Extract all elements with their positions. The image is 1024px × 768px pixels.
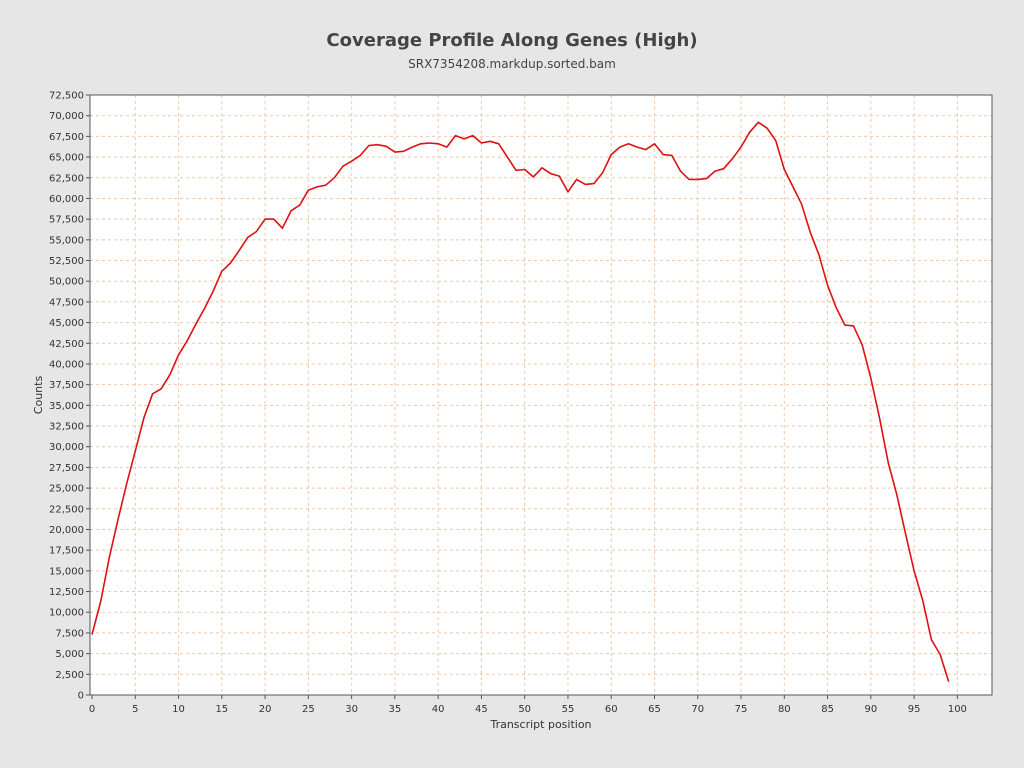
x-tick-label: 65	[648, 704, 661, 715]
series-layer	[91, 121, 950, 683]
y-tick-label: 45,000	[49, 318, 84, 329]
x-tick-label: 45	[475, 704, 488, 715]
x-tick-label: 85	[821, 704, 834, 715]
y-tick-label: 40,000	[49, 359, 84, 370]
x-tick-label: 10	[172, 704, 185, 715]
x-tick-label: 70	[691, 704, 704, 715]
y-tick-label: 70,000	[49, 111, 84, 122]
x-tick-label: 30	[345, 704, 358, 715]
y-tick-label: 47,500	[49, 297, 84, 308]
y-tick-label: 10,000	[49, 608, 84, 619]
y-tick-label: 65,000	[49, 153, 84, 164]
x-tick-label: 75	[735, 704, 748, 715]
x-tick-label: 40	[432, 704, 445, 715]
y-tick-label: 5,000	[55, 649, 84, 660]
x-tick-label: 60	[605, 704, 618, 715]
y-tick-label: 17,500	[49, 546, 84, 557]
y-tick-label: 50,000	[49, 277, 84, 288]
x-tick-label: 0	[89, 704, 95, 715]
coverage-series-line	[91, 121, 950, 683]
y-tick-label: 37,500	[49, 380, 84, 391]
y-tick-label: 52,500	[49, 256, 84, 267]
x-tick-label: 5	[132, 704, 138, 715]
x-tick-label: 35	[389, 704, 402, 715]
plot-background	[90, 95, 992, 695]
y-tick-label: 15,000	[49, 566, 84, 577]
y-tick-label: 72,500	[49, 91, 84, 102]
y-axis: 0 2,500 5,000 7,500 10,000 12,500 15,000 17,500…	[49, 91, 90, 702]
x-tick-label: 15	[215, 704, 228, 715]
y-tick-label: 42,500	[49, 339, 84, 350]
y-tick-label: 12,500	[49, 587, 84, 598]
y-tick-label: 0	[78, 691, 84, 702]
y-tick-label: 30,000	[49, 442, 84, 453]
x-tick-label: 80	[778, 704, 791, 715]
y-tick-label: 35,000	[49, 401, 84, 412]
x-axis: 0 5 10 15 20 25 30 35 40 45 50 55 60 65 70 75 80 85 90 95 10…	[89, 695, 967, 715]
chart-subtitle: SRX7354208.markdup.sorted.bam	[408, 57, 616, 71]
x-tick-label: 25	[302, 704, 315, 715]
x-tick-label: 20	[259, 704, 272, 715]
grid-lines	[90, 95, 992, 695]
y-tick-label: 62,500	[49, 173, 84, 184]
y-tick-label: 60,000	[49, 194, 84, 205]
y-axis-label: Counts	[32, 376, 45, 415]
y-tick-label: 32,500	[49, 422, 84, 433]
x-tick-label: 55	[562, 704, 575, 715]
y-tick-label: 7,500	[55, 628, 84, 639]
y-tick-label: 22,500	[49, 504, 84, 515]
y-tick-label: 57,500	[49, 215, 84, 226]
y-tick-label: 27,500	[49, 463, 84, 474]
x-axis-label: Transcript position	[489, 718, 591, 731]
x-tick-label: 50	[518, 704, 531, 715]
y-tick-label: 67,500	[49, 132, 84, 143]
y-tick-label: 25,000	[49, 484, 84, 495]
y-tick-label: 2,500	[55, 670, 84, 681]
y-tick-label: 55,000	[49, 235, 84, 246]
x-tick-label: 90	[864, 704, 877, 715]
x-tick-label: 100	[948, 704, 967, 715]
y-tick-label: 20,000	[49, 525, 84, 536]
chart-title: Coverage Profile Along Genes (High)	[326, 30, 698, 51]
plot-border	[89, 94, 993, 696]
x-tick-label: 95	[908, 704, 921, 715]
